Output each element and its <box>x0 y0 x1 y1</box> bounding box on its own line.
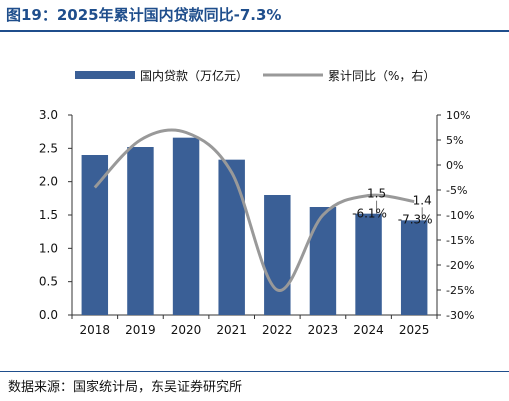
right-tick-label: -5% <box>446 184 467 197</box>
right-tick-label: 10% <box>446 109 470 122</box>
legend-bar-swatch <box>75 71 135 79</box>
left-tick-label: 1.0 <box>39 241 58 255</box>
legend-line-label: 累计同比（%，右） <box>328 68 435 83</box>
x-tick-label: 2019 <box>125 323 156 337</box>
x-tick-label: 2023 <box>308 323 339 337</box>
x-tick-label: 2024 <box>353 323 384 337</box>
legend: 国内贷款（万亿元） 累计同比（%，右） <box>75 68 435 83</box>
line-data-label: -6.1% <box>352 207 387 221</box>
bar-2019 <box>127 147 154 315</box>
bars <box>81 137 428 315</box>
source-note: 数据来源：国家统计局，东吴证券研究所 <box>8 380 243 395</box>
left-tick-label: 2.0 <box>39 175 58 189</box>
legend-bar-label: 国内贷款（万亿元） <box>140 68 248 83</box>
left-tick-label: 0.5 <box>39 275 58 289</box>
bar-2025 <box>400 220 428 315</box>
left-tick-label: 3.0 <box>39 108 58 122</box>
x-tick-label: 2022 <box>262 323 293 337</box>
right-tick-label: -25% <box>446 284 474 297</box>
figure-title: 图19：2025年累计国内贷款同比-7.3% <box>6 6 282 24</box>
right-tick-label: -20% <box>446 259 474 272</box>
line-data-label: -7.3% <box>398 213 433 227</box>
left-tick-label: 0.0 <box>39 308 58 322</box>
x-tick-label: 2025 <box>399 323 430 337</box>
right-tick-label: 0% <box>446 159 463 172</box>
bar-2020 <box>172 137 200 315</box>
x-tick-label: 2020 <box>171 323 202 337</box>
line-yoy <box>93 128 415 292</box>
right-tick-label: 5% <box>446 134 463 147</box>
bar-2023 <box>309 207 337 315</box>
bar-2024 <box>355 213 382 315</box>
bar-data-label: 1.4 <box>413 193 432 207</box>
bar-2018 <box>81 155 109 315</box>
bar-2022 <box>264 195 291 315</box>
line-series <box>93 128 415 292</box>
right-tick-label: -10% <box>446 209 474 222</box>
right-tick-label: -15% <box>446 234 474 247</box>
title-rule <box>0 30 509 32</box>
x-tick-label: 2021 <box>216 323 247 337</box>
left-tick-label: 2.5 <box>39 141 58 155</box>
right-tick-label: -30% <box>446 309 474 322</box>
source-rule <box>0 371 509 372</box>
left-tick-label: 1.5 <box>39 208 58 222</box>
annotations: 1.5 1.4 -6.1% -7.3% <box>352 187 432 227</box>
x-tick-label: 2018 <box>80 323 111 337</box>
bar-data-label: 1.5 <box>367 187 386 201</box>
bar-2021 <box>218 159 245 315</box>
